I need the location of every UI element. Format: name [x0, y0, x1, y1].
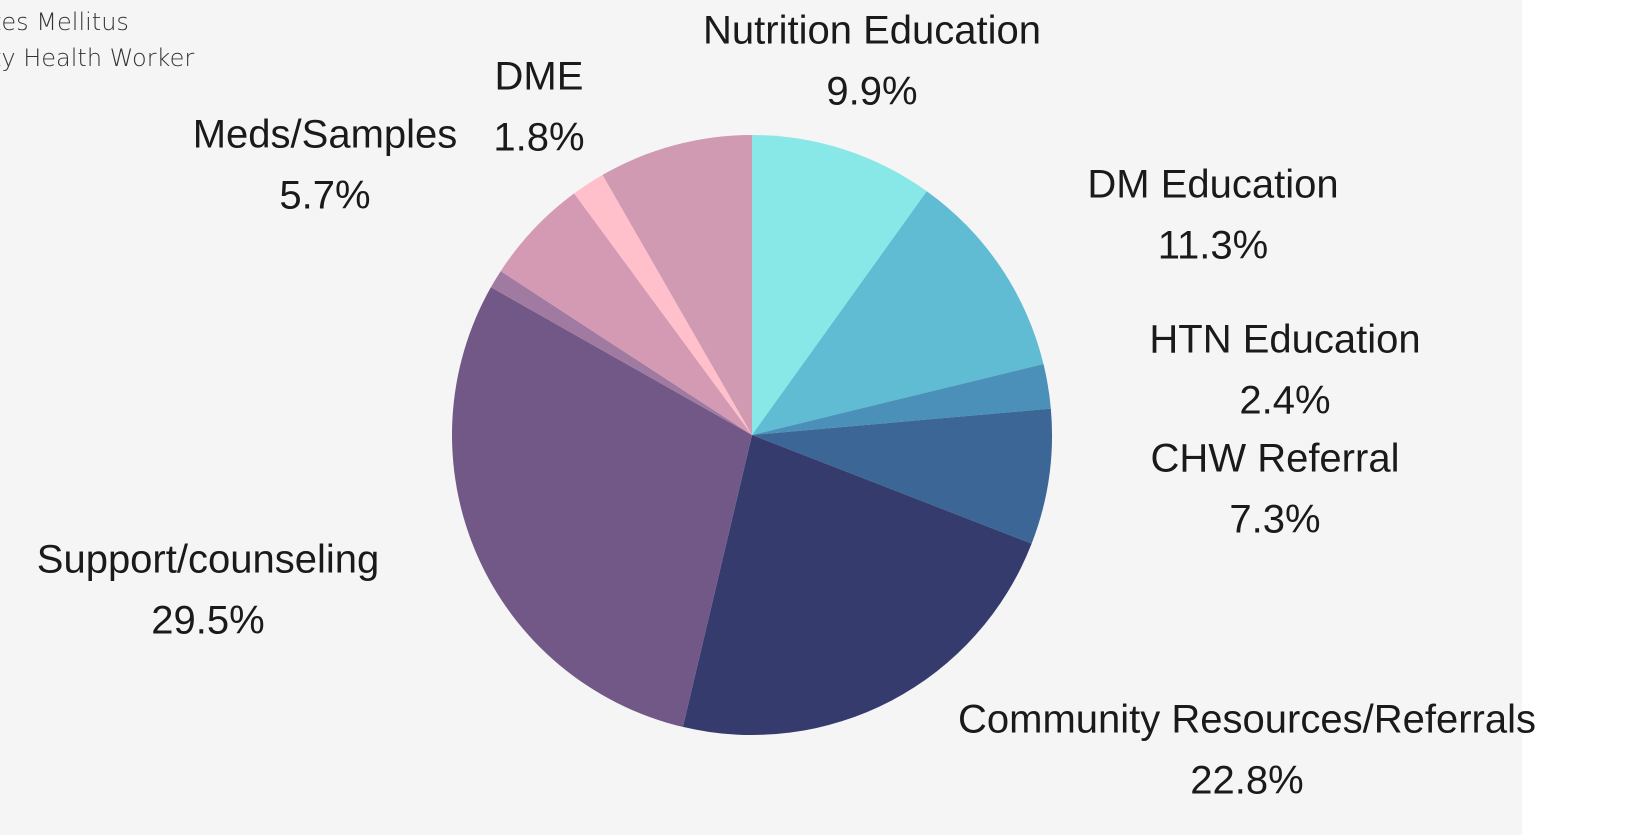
slice-label: Community Resources/Referrals	[958, 698, 1536, 742]
slice-label: Support/counseling	[37, 538, 379, 582]
slice-label: Meds/Samples	[193, 113, 458, 157]
legend-text: tes Mellitus	[0, 8, 129, 36]
pie-slice	[752, 135, 927, 435]
slice-value-label: 5.7%	[279, 174, 370, 218]
slice-value-label: 9.9%	[826, 70, 917, 114]
pie-slice	[451, 287, 752, 727]
pie-slice	[752, 364, 1051, 435]
legend-text: ty Health Worker	[0, 44, 194, 72]
pie-slice	[752, 191, 1044, 435]
slice-value-label: 2.4%	[1239, 379, 1330, 423]
pie-slice	[490, 271, 752, 435]
slice-label: CHW Referral	[1151, 437, 1400, 481]
pie-slice	[602, 135, 752, 435]
pie-slice	[752, 408, 1052, 544]
slice-value-label: 29.5%	[151, 599, 264, 643]
slice-label: HTN Education	[1149, 318, 1420, 362]
slice-value-label: 11.3%	[1158, 224, 1268, 268]
slice-label: DM Education	[1087, 163, 1338, 207]
pie-slice	[574, 174, 752, 435]
slice-value-label: 1.8%	[493, 116, 584, 160]
pie-slice	[682, 435, 1032, 736]
slice-label: DME	[495, 55, 584, 99]
slice-value-label: 7.3%	[1229, 498, 1320, 542]
slice-value-label: 22.8%	[1190, 759, 1303, 803]
slice-label: Nutrition Education	[703, 9, 1041, 53]
pie-slice	[500, 193, 752, 435]
